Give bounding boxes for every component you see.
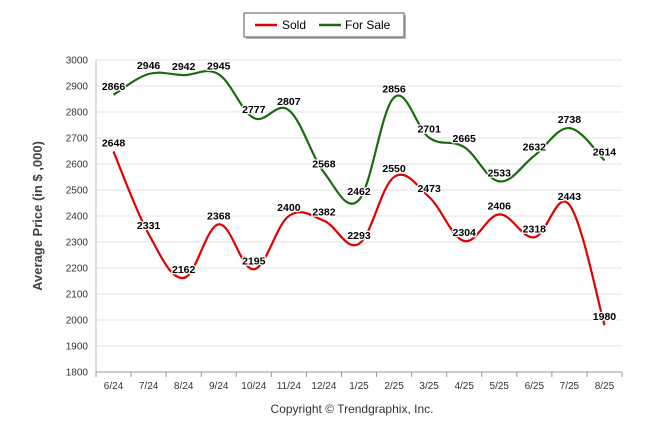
copyright-credit: Copyright © Trendgraphix, Inc. (271, 402, 434, 416)
x-tick-label: 5/25 (490, 381, 510, 392)
y-axis-ticks: 1800 1900 2000 2100 2200 2300 2400 2500 2600 2700… (66, 56, 89, 379)
data-label-sold: 2368 (207, 210, 231, 222)
data-label-for-sale: 2568 (312, 158, 336, 170)
y-axis-label: Average Price (in $ ,000) (30, 141, 45, 291)
series-line-sold (112, 151, 606, 326)
data-label-for-sale: 2807 (277, 96, 301, 108)
x-tick-label: 6/24 (104, 381, 124, 392)
y-tick-label: 2900 (66, 82, 89, 93)
data-label-sold: 2648 (102, 138, 126, 150)
x-tick-label: 7/25 (560, 381, 580, 392)
data-label-for-sale: 2946 (137, 60, 161, 72)
data-label-for-sale: 2777 (242, 104, 266, 116)
x-tick-label: 6/25 (525, 381, 545, 392)
y-tick-label: 2700 (66, 134, 89, 145)
x-tick-label: 11/24 (277, 381, 302, 392)
grid (96, 59, 622, 373)
data-label-for-sale: 2942 (172, 61, 196, 73)
x-tick-label: 8/24 (174, 381, 194, 392)
data-label-for-sale: 2665 (453, 133, 477, 145)
data-label-sold: 2293 (347, 230, 371, 242)
y-tick-label: 2300 (66, 238, 89, 249)
x-tick-label: 2/25 (384, 381, 404, 392)
data-label-sold: 2195 (242, 255, 266, 267)
data-label-for-sale: 2533 (488, 167, 512, 179)
data-label-sold: 2406 (488, 200, 512, 212)
x-tick-label: 9/24 (209, 381, 229, 392)
x-tick-label: 8/25 (595, 381, 615, 392)
data-label-for-sale: 2614 (593, 146, 617, 158)
data-label-for-sale: 2856 (382, 83, 406, 95)
x-tick-label: 7/24 (139, 381, 159, 392)
y-tick-label: 1800 (66, 368, 89, 379)
x-tick-label: 12/24 (311, 381, 336, 392)
data-label-sold: 2318 (523, 223, 547, 235)
x-tick-label: 4/25 (454, 381, 474, 392)
x-tick-label: 10/24 (241, 381, 266, 392)
data-label-sold: 2443 (558, 191, 582, 203)
data-label-sold: 1980 (593, 311, 617, 323)
y-tick-label: 1900 (66, 342, 89, 353)
y-tick-label: 2400 (66, 212, 89, 223)
data-label-sold: 2382 (312, 207, 336, 219)
x-axis-ticks: 6/24 7/24 8/24 9/24 10/24 11/24 12/24 1/25 2/25 3… (95, 372, 623, 392)
data-labels: 2648 2331 2162 2368 2195 2400 2382 2293 2550 2473… (101, 59, 618, 325)
legend-label-for-sale: For Sale (345, 18, 391, 32)
y-tick-label: 3000 (66, 56, 89, 67)
data-label-sold: 2162 (172, 264, 196, 276)
y-tick-label: 2800 (66, 108, 89, 119)
y-tick-label: 2000 (66, 316, 89, 327)
series-line-for-sale (112, 70, 606, 205)
y-tick-label: 2100 (66, 290, 89, 301)
y-tick-label: 2500 (66, 186, 89, 197)
data-label-sold: 2400 (277, 202, 301, 214)
data-label-sold: 2550 (382, 163, 406, 175)
y-tick-label: 2600 (66, 160, 89, 171)
data-label-for-sale: 2945 (207, 60, 231, 72)
data-label-for-sale: 2632 (523, 142, 547, 154)
data-label-for-sale: 2462 (347, 186, 371, 198)
legend: Sold For Sale (243, 12, 406, 39)
axes (95, 60, 622, 373)
data-label-for-sale: 2738 (558, 114, 582, 126)
data-label-for-sale: 2701 (417, 124, 441, 136)
data-label-sold: 2304 (453, 227, 477, 239)
x-tick-label: 3/25 (419, 381, 439, 392)
y-tick-label: 2200 (66, 264, 89, 275)
legend-label-sold: Sold (282, 18, 306, 32)
data-label-sold: 2473 (417, 183, 441, 195)
data-label-sold: 2331 (137, 220, 161, 232)
series-lines (112, 70, 606, 326)
x-tick-label: 1/25 (349, 381, 369, 392)
data-label-for-sale: 2866 (102, 81, 126, 93)
